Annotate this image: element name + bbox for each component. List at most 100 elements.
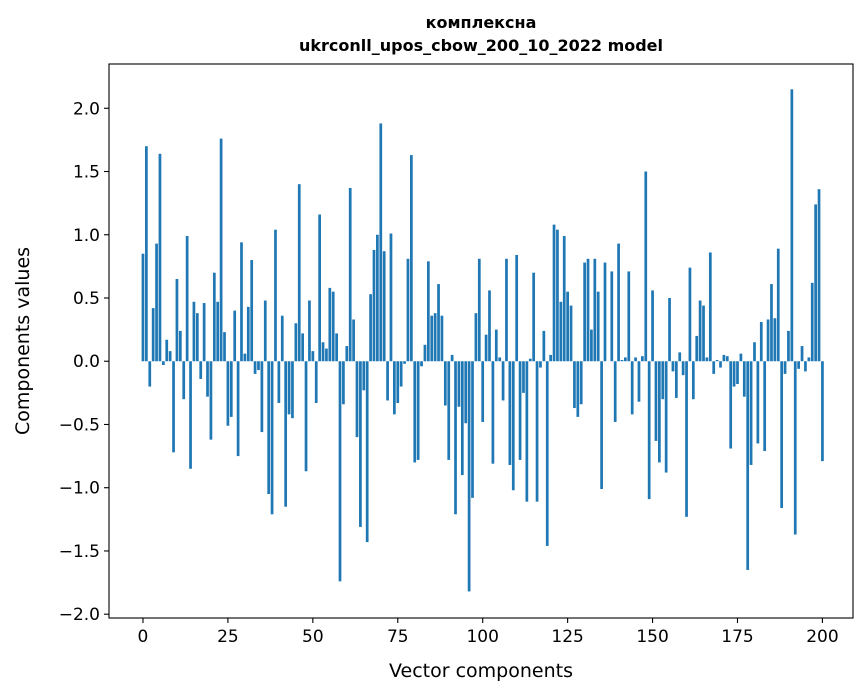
bar-112 [522, 361, 525, 393]
bar-16 [195, 313, 199, 362]
bar-73 [389, 233, 393, 362]
bar-51 [314, 361, 318, 403]
bar-21 [212, 272, 216, 362]
bar-41 [280, 315, 284, 362]
bar-165 [702, 305, 705, 362]
x-tick-label: 25 [217, 627, 239, 647]
bar-182 [759, 322, 763, 362]
bar-28 [236, 361, 240, 457]
bar-61 [348, 187, 352, 362]
bar-35 [260, 361, 264, 433]
bar-36 [263, 300, 267, 362]
bar-33 [253, 361, 257, 374]
bar-150 [651, 290, 654, 362]
bar-96 [467, 361, 471, 592]
bar-122 [556, 229, 559, 362]
bar-195 [804, 361, 807, 372]
bar-89 [443, 361, 447, 406]
x-tick-label: 50 [302, 627, 324, 647]
bar-152 [658, 361, 661, 463]
bar-156 [671, 361, 675, 372]
x-tick-label: 125 [551, 627, 583, 647]
bar-173 [729, 361, 733, 449]
bar-118 [542, 330, 546, 362]
bar-83 [423, 344, 427, 362]
bar-8 [168, 351, 172, 362]
bar-63 [355, 361, 359, 438]
bar-145 [634, 357, 637, 362]
bar-149 [647, 361, 651, 500]
bar-24 [223, 332, 226, 362]
bar-78 [406, 258, 410, 362]
bar-77 [403, 361, 406, 364]
bar-135 [600, 361, 603, 489]
bar-185 [770, 284, 773, 362]
bar-71 [382, 251, 386, 362]
y-tick-label: −1.5 [59, 542, 100, 562]
bar-26 [229, 361, 233, 417]
bar-175 [736, 361, 739, 385]
bar-131 [586, 258, 590, 362]
bar-84 [426, 261, 430, 362]
bar-30 [243, 353, 247, 362]
bar-42 [284, 361, 288, 507]
bar-25 [226, 361, 230, 426]
bar-187 [776, 248, 780, 362]
x-tick-label: 100 [466, 627, 498, 647]
bar-13 [185, 236, 189, 362]
bar-12 [182, 361, 186, 400]
bar-176 [739, 353, 743, 362]
x-axis-label: Vector components [389, 660, 573, 682]
y-tick-label: 0.5 [73, 289, 100, 309]
bar-147 [641, 356, 644, 362]
bar-163 [695, 335, 699, 362]
bar-171 [722, 354, 726, 362]
bar-86 [433, 313, 437, 362]
bar-189 [783, 361, 787, 374]
bar-105 [498, 357, 502, 362]
bar-157 [674, 361, 678, 398]
x-tick-label: 200 [806, 627, 838, 647]
bar-148 [644, 171, 648, 362]
bar-76 [399, 361, 403, 387]
bar-136 [603, 262, 607, 362]
bar-110 [515, 254, 519, 362]
bar-7 [165, 339, 169, 362]
bar-45 [294, 323, 298, 362]
bar-107 [505, 258, 508, 362]
bar-198 [814, 204, 817, 362]
bar-50 [311, 351, 315, 362]
bar-197 [810, 282, 814, 362]
x-tick-label: 150 [636, 627, 668, 647]
y-tick-label: 1.0 [73, 226, 100, 246]
y-tick-label: 0.0 [73, 352, 100, 372]
bar-66 [365, 361, 369, 543]
bar-139 [613, 361, 617, 422]
bar-74 [393, 361, 396, 415]
bar-128 [576, 361, 580, 417]
bar-4 [155, 243, 158, 362]
bar-82 [420, 361, 423, 367]
bar-123 [559, 301, 563, 362]
bar-60 [345, 346, 349, 362]
bar-178 [746, 361, 750, 570]
bar-81 [416, 361, 420, 460]
bar-56 [331, 291, 335, 362]
bar-129 [579, 361, 583, 405]
bar-159 [681, 361, 685, 376]
bar-119 [545, 361, 549, 546]
bar-180 [753, 342, 756, 362]
bar-9 [172, 361, 175, 453]
bar-190 [787, 330, 790, 362]
bar-116 [535, 361, 539, 502]
bar-174 [732, 361, 736, 387]
bar-125 [566, 291, 569, 362]
bar-34 [257, 361, 260, 371]
bar-54 [325, 348, 328, 362]
bar-79 [410, 155, 413, 362]
bar-65 [362, 361, 366, 391]
bar-91 [450, 354, 454, 362]
y-axis-label: Components values [12, 247, 34, 435]
bar-23 [219, 138, 223, 362]
